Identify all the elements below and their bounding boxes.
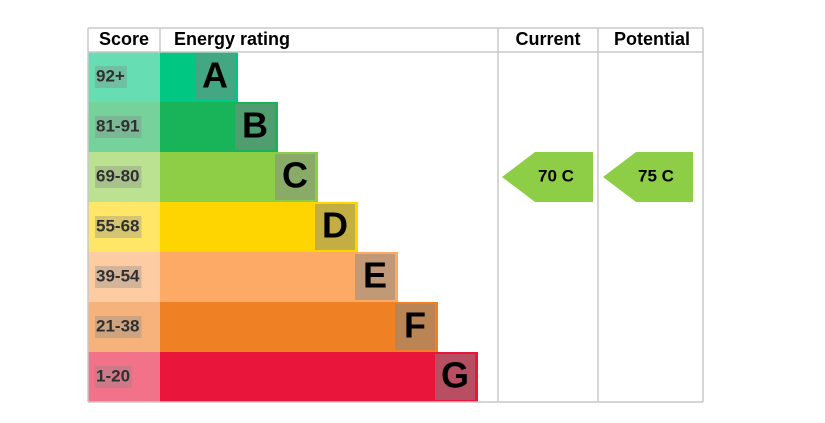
band-bar [160,302,438,352]
score-cell-bg [88,302,160,352]
band-bar [160,352,478,402]
score-label: 21-38 [96,316,139,335]
bands: 92+ A 81-91 B 69-80 C 55-68 D 39-54 E 21-38 F 1-20 G [88,52,478,402]
header-score: Score [99,29,149,49]
score-cell-bg [88,52,160,102]
band-letter: C [282,155,308,196]
letter-bg [435,354,475,400]
potential-label: 75 C [638,166,674,185]
letter-bg [195,54,235,100]
score-cell-bg [88,202,160,252]
band-letter: D [322,205,348,246]
score-label-bg [95,66,127,88]
letter-bg [395,304,435,350]
header-current: Current [515,29,580,49]
score-cell-bg [88,352,160,402]
letter-bg [315,204,355,250]
letter-bg [355,254,395,300]
score-cell-bg [88,252,160,302]
score-label: 69-80 [96,166,139,185]
score-label-bg [95,116,142,138]
score-cell-bg [88,102,160,152]
score-cell-bg [88,152,160,202]
band-letter: E [363,255,387,296]
score-label: 81-91 [96,116,139,135]
band-letter: G [441,355,469,396]
potential-arrow [603,152,693,202]
current-arrow [502,152,593,202]
letter-bg [275,154,315,200]
score-label: 39-54 [96,266,140,285]
band-letter: F [404,305,426,346]
letter-bg [235,104,275,150]
score-label-bg [95,266,142,288]
score-label-bg [95,316,142,338]
band-letter: B [242,105,268,146]
band-letter: A [202,55,228,96]
score-label: 92+ [96,66,125,85]
score-label: 55-68 [96,216,139,235]
score-label-bg [95,216,142,238]
score-label: 1-20 [96,366,130,385]
header-energy-rating: Energy rating [174,29,290,49]
header-potential: Potential [614,29,690,49]
score-label-bg [95,366,133,388]
current-label: 70 C [538,166,574,185]
score-label-bg [95,166,142,188]
